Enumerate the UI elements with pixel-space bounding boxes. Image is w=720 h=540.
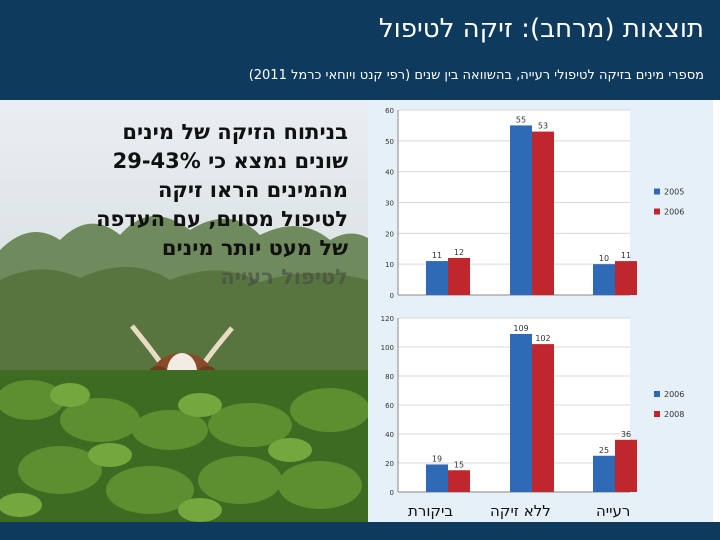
y-tick-label: 50 <box>385 138 394 146</box>
legend-swatch <box>654 208 660 215</box>
body-text: בניתוח הזיקה של מינים שונים נמצא כי 29-4… <box>18 118 348 292</box>
body-line-faded: לטיפול רעייה <box>220 265 348 289</box>
y-tick-label: 20 <box>385 460 394 468</box>
slide-subtitle: מספרי מינים בזיקה לטיפולי רעייה, בהשוואה… <box>248 68 704 83</box>
data-label: 25 <box>599 446 609 455</box>
y-tick-label: 60 <box>385 107 394 115</box>
bar <box>426 261 448 295</box>
category-label-grazing: רעייה <box>596 502 631 520</box>
data-label: 12 <box>454 248 464 257</box>
legend-label: 2006 <box>664 208 684 217</box>
data-label: 53 <box>538 122 548 131</box>
data-label: 11 <box>621 251 631 260</box>
y-tick-label: 40 <box>385 431 394 439</box>
body-line: בניתוח הזיקה של מינים <box>122 120 348 144</box>
slide-title: תוצאות (מרחב): זיקה לטיפול <box>378 14 704 44</box>
body-line: של מעט יותר מינים <box>161 236 348 260</box>
y-tick-label: 100 <box>381 344 394 352</box>
y-tick-label: 80 <box>385 373 394 381</box>
bar <box>615 261 637 295</box>
slide-header: תוצאות (מרחב): זיקה לטיפול מספרי מינים ב… <box>0 0 720 100</box>
bar <box>510 125 532 296</box>
field-photo <box>0 100 368 522</box>
body-line: מהמינים הראו זיקה <box>158 178 348 202</box>
y-tick-label: 20 <box>385 230 394 238</box>
legend-swatch <box>654 188 660 195</box>
y-tick-label: 120 <box>381 315 394 323</box>
data-label: 11 <box>432 251 442 260</box>
bar <box>593 264 615 295</box>
legend-label: 2008 <box>664 410 684 419</box>
legend-swatch <box>654 391 660 397</box>
y-tick-label: 0 <box>390 292 394 300</box>
y-tick-label: 10 <box>385 261 394 269</box>
bar <box>510 333 532 492</box>
bar <box>448 470 470 492</box>
category-label-no-affinity: ללא זיקה <box>490 502 551 520</box>
y-tick-label: 0 <box>390 489 394 497</box>
data-label: 109 <box>513 324 528 333</box>
legend-label: 2005 <box>664 188 684 197</box>
category-labels: ביקורת ללא זיקה רעייה <box>368 500 713 522</box>
bar <box>426 464 448 492</box>
charts-svg: 0 10 20 30 40 50 60 11 55 10 12 53 11 2005 2006 0 20 40 60… <box>381 107 685 497</box>
data-label: 55 <box>516 115 526 124</box>
footer-bar <box>0 522 720 540</box>
category-label-control: ביקורת <box>408 502 454 520</box>
bar <box>532 344 554 492</box>
data-label: 15 <box>454 460 464 469</box>
bar <box>615 439 637 492</box>
body-line: שונים נמצא כי 29-43% <box>112 149 348 173</box>
bar <box>532 131 554 295</box>
data-label: 36 <box>621 430 631 439</box>
body-line: לטיפול מסוים, עם העדפה <box>96 207 348 231</box>
bar <box>593 455 615 492</box>
bar <box>448 258 470 295</box>
data-label: 102 <box>535 334 550 343</box>
y-tick-label: 60 <box>385 402 394 410</box>
y-tick-label: 30 <box>385 200 394 208</box>
legend-label: 2006 <box>664 390 684 399</box>
y-tick-label: 40 <box>385 169 394 177</box>
data-label: 19 <box>432 454 442 463</box>
legend-swatch <box>654 411 660 417</box>
data-label: 10 <box>599 254 609 263</box>
cattle-in-vegetation-image <box>0 100 368 522</box>
